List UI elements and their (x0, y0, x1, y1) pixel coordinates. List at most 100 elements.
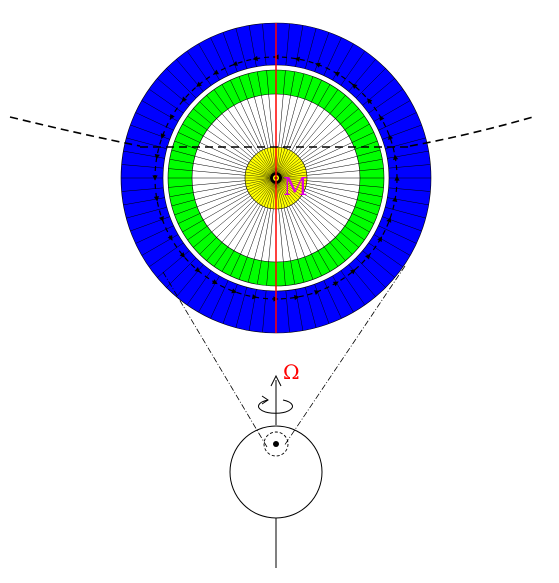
core-ray (276, 183, 283, 209)
spoke (302, 193, 349, 221)
orbit-arrowhead (388, 134, 394, 140)
orbit-arrowhead (167, 234, 173, 241)
middle-ring-segment (193, 231, 212, 248)
spoke (299, 123, 341, 159)
orbit-arrowhead (365, 253, 371, 260)
orbit-arrowhead (394, 175, 400, 181)
outer-ring-segment (186, 50, 212, 86)
middle-ring-segment (283, 261, 286, 286)
core-ray (281, 180, 304, 193)
core-ray (245, 171, 271, 178)
middle-ring-segment (171, 149, 195, 157)
middle-ring-segment (354, 140, 378, 150)
outer-ring-segment (148, 88, 184, 114)
outer-ring-segment (186, 270, 212, 306)
middle-ring-segment (290, 71, 296, 96)
spoke (203, 193, 250, 221)
orbit-arrowhead (211, 279, 218, 285)
outer-ring-segment (166, 257, 197, 288)
middle-ring-segment (335, 237, 353, 255)
middle-ring-segment (297, 259, 305, 283)
core-ray (246, 179, 271, 188)
orbit-arrowhead (213, 69, 220, 75)
spoke (306, 163, 359, 173)
core-ray (280, 182, 299, 201)
middle-ring-segment (169, 192, 194, 198)
middle-ring-segment (323, 89, 339, 110)
outer-ring-segment (305, 287, 317, 328)
middle-ring-segment (354, 206, 378, 216)
middle-ring-segment (171, 199, 195, 207)
outer-ring-segment (378, 225, 417, 244)
core-ray (256, 153, 273, 174)
orbit-arrowhead (153, 195, 159, 202)
middle-ring-segment (348, 123, 370, 137)
outer-ring-segment (210, 37, 229, 76)
core-ray (247, 180, 271, 191)
spoke (196, 149, 247, 168)
orbit-arrowhead (160, 133, 166, 140)
middle-ring-segment (344, 225, 365, 241)
middle-ring-segment (199, 237, 217, 255)
middle-ring-segment (352, 132, 374, 143)
middle-ring-segment (256, 71, 262, 96)
core-ray (281, 171, 307, 178)
middle-ring-segment (359, 185, 384, 188)
core-ray (253, 182, 272, 201)
outer-ring-segment (126, 207, 167, 219)
core-ray (280, 155, 299, 174)
spoke (303, 190, 353, 214)
spoke (194, 185, 247, 200)
core-ray (278, 150, 291, 173)
core-ray (280, 158, 301, 175)
core-ray (280, 181, 302, 196)
omega-label: Ω (283, 360, 300, 384)
outer-ring-segment (148, 242, 184, 268)
spoke (288, 101, 312, 151)
middle-ring-segment (256, 260, 262, 285)
core-ray (251, 158, 272, 175)
outer-ring-segment (385, 207, 426, 219)
dashed-arc-left (9, 116, 141, 147)
spoke (305, 188, 356, 207)
outer-ring-segment (368, 242, 404, 268)
spoke (193, 163, 246, 173)
core-ray (261, 150, 274, 173)
middle-ring-segment (221, 84, 235, 106)
spoke (199, 190, 249, 214)
orbit-arrowhead (377, 236, 383, 243)
spoke (192, 180, 246, 186)
middle-ring-segment (178, 213, 200, 224)
middle-ring-segment (317, 250, 331, 272)
spoke (302, 135, 349, 163)
middle-ring-segment (357, 149, 381, 157)
spoke (233, 204, 261, 251)
middle-ring-segment (359, 168, 384, 171)
middle-ring-segment (230, 80, 241, 102)
core-ray (258, 182, 273, 204)
core-ray (250, 160, 272, 175)
outer-ring-segment (388, 164, 431, 169)
rotation-loop-arrowhead (261, 395, 269, 405)
core-ray (281, 168, 306, 177)
orbit-arrowhead (196, 81, 202, 87)
middle-ring-segment (206, 95, 223, 114)
middle-ring-segment (206, 242, 223, 261)
middle-ring-segment (348, 219, 370, 233)
core-ray (280, 160, 302, 175)
orbit-arrows (152, 54, 400, 302)
core-ray (278, 183, 289, 207)
core-ray (281, 165, 305, 176)
spoke (207, 129, 251, 161)
middle-ring-segment (238, 76, 248, 100)
middle-ring-segment (283, 70, 286, 95)
core-ray (266, 148, 275, 173)
outer-ring-segment (323, 37, 342, 76)
orbit-arrowhead (232, 60, 238, 66)
middle-ring-segment (178, 132, 200, 143)
outer-ring-segment (262, 23, 267, 66)
spoke (293, 203, 325, 247)
orbit-arrowhead (350, 269, 356, 275)
